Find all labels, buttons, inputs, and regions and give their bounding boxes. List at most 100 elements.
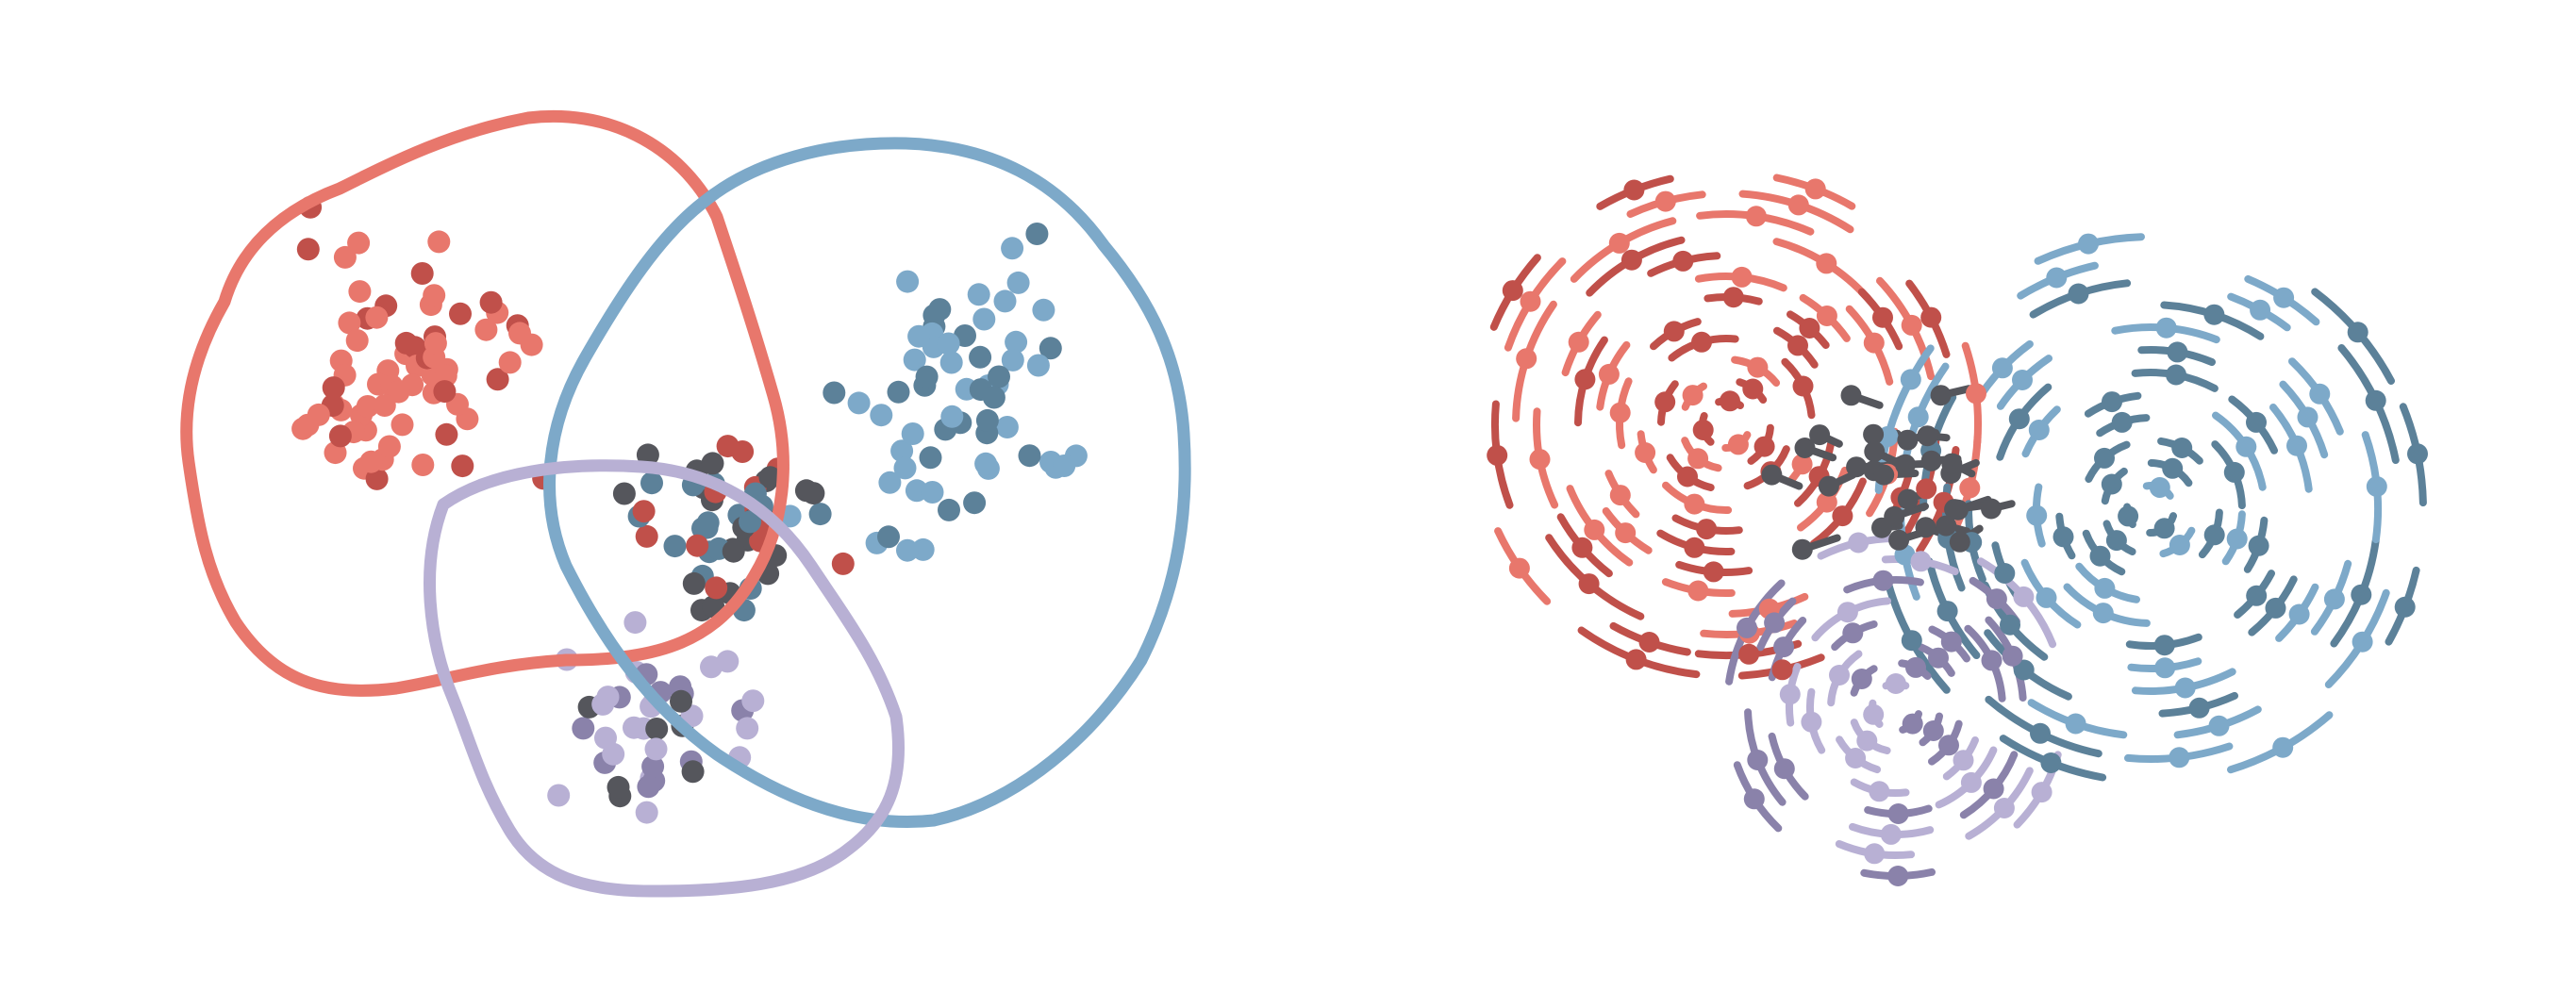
ring-dot [1779, 684, 1801, 705]
ring-dot [1687, 580, 1709, 602]
point-dot [479, 290, 503, 314]
ring-dot [1920, 306, 1942, 328]
ring-dot [1792, 375, 1814, 397]
ring-dot [2246, 585, 2268, 606]
ring-dot [1773, 636, 1795, 658]
ring-dot [1584, 519, 1605, 540]
ring-dot [1737, 617, 1757, 638]
point-cloud-panel [180, 109, 1191, 898]
ring-dot [2101, 473, 2122, 495]
ring-dot [1938, 735, 1959, 756]
ring-dot [1615, 522, 1637, 544]
point-dot [988, 365, 1010, 388]
point-dot [520, 333, 543, 356]
ring-dot [1940, 631, 1962, 653]
point-dot [411, 454, 435, 476]
point-dot [890, 439, 914, 463]
point-dot [607, 775, 630, 799]
point-dot [377, 435, 401, 458]
point-dot [365, 467, 389, 490]
ring-dot [2169, 535, 2190, 555]
connector-dot [1941, 453, 1963, 474]
ring-dot [1872, 306, 1893, 328]
point-dot [391, 413, 414, 437]
point-dot [739, 510, 762, 534]
lilac-cluster-outline [424, 459, 906, 898]
point-dot [435, 422, 458, 446]
point-dot [877, 525, 900, 549]
ring-dot [2052, 526, 2074, 548]
point-dot [681, 760, 705, 784]
point-dot [993, 289, 1017, 313]
point-dot [1001, 237, 1024, 260]
ring-dot [1901, 630, 1922, 652]
point-dot [623, 716, 645, 739]
ring-dot [2171, 438, 2193, 458]
ring-dot [2013, 659, 2035, 681]
ring-dot [2167, 341, 2188, 363]
point-dot [356, 395, 379, 418]
point-dot [451, 454, 474, 478]
point-dot [928, 298, 952, 322]
ring-dot [1684, 537, 1705, 558]
ring-dot [1851, 669, 1872, 689]
connector-dot [1915, 517, 1936, 538]
ring-dot [1764, 612, 1786, 634]
ring-dot [2223, 461, 2245, 483]
ring-dot [1654, 391, 1676, 413]
ring-dot [1753, 436, 1775, 457]
point-dot [758, 466, 782, 489]
ring-dot [1722, 287, 1744, 308]
ring-dot [1747, 750, 1769, 770]
point-dot [939, 351, 963, 374]
ring-dot [1901, 314, 1922, 336]
ring-dot [2246, 411, 2267, 433]
point-dot [644, 737, 668, 761]
point-dot [498, 351, 522, 374]
point-dot [878, 471, 902, 494]
ring-dot [1571, 537, 1593, 558]
ring-dot [2169, 747, 2190, 768]
ring-dot [1520, 290, 1541, 312]
ring-dot [1801, 711, 1822, 733]
ring-dot [1842, 622, 1864, 644]
ring-dot [1620, 249, 1642, 271]
ring-dot [1863, 703, 1885, 725]
ring-dot [1687, 448, 1709, 470]
point-dot [547, 784, 571, 807]
point-dot [486, 368, 509, 391]
ring-dot [1609, 485, 1631, 506]
point-dot [347, 231, 371, 255]
ring-dot [1916, 478, 1937, 500]
ring-dot [1609, 402, 1631, 423]
point-dot [1053, 454, 1076, 477]
ring-dot [1928, 647, 1949, 669]
point-dot [338, 311, 361, 335]
point-dot [307, 403, 330, 426]
point-dot [705, 576, 728, 600]
ring-dot [2166, 364, 2186, 386]
connector-dot [1936, 515, 1957, 537]
point-dot [663, 535, 687, 558]
ring-dot [1922, 720, 1944, 741]
ring-dot [2068, 283, 2089, 305]
point-dot [919, 446, 942, 470]
point-dot [808, 503, 832, 526]
connector-dot [1930, 385, 1952, 406]
ring-dot [1799, 318, 1820, 339]
point-dot [716, 435, 740, 458]
point-dot [449, 302, 472, 325]
ring-dot [2036, 587, 2057, 608]
ring-dot [2309, 383, 2331, 405]
connector-dot [1761, 464, 1783, 486]
ring-dot [2394, 596, 2416, 618]
ring-dot [1880, 823, 1902, 845]
ring-dot [2272, 736, 2294, 758]
point-dot [641, 754, 665, 778]
point-dot [896, 538, 919, 562]
ring-dot [1960, 771, 1982, 793]
point-dot [831, 552, 855, 575]
ring-dots [1487, 178, 2428, 886]
ring-dot [2102, 391, 2122, 413]
point-dot [636, 443, 659, 467]
